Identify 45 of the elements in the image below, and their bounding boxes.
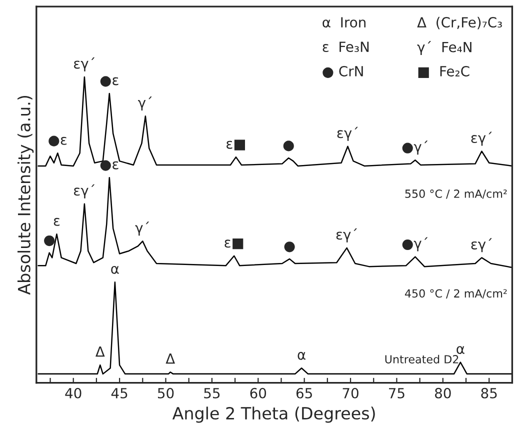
annotation: ●ε (48, 136, 67, 146)
annotation: ε (54, 218, 60, 226)
annotation: ● (44, 235, 55, 246)
x-tick-label: 55 (204, 388, 220, 398)
annotation: εγ´ (74, 57, 95, 72)
annotation: ε■ (226, 140, 246, 150)
annotation: 550 °C / 2 mA/cm² (405, 190, 507, 199)
annotation: εγ´ (74, 184, 95, 198)
x-tick-label: 85 (481, 388, 497, 398)
text: ε Fe₃N (322, 42, 369, 52)
x-tick-label: 50 (158, 388, 174, 398)
annotation: ●γ´ (402, 140, 428, 155)
annotation: 450 °C / 2 mA/cm² (404, 289, 507, 298)
annotation: ●ε (100, 160, 118, 171)
annotation: εγ´ (337, 126, 358, 141)
x-axis-title: Angle 2 Theta (Degrees) (172, 406, 375, 423)
x-tick-label: 65 (296, 388, 312, 398)
annotation: α (111, 266, 119, 274)
text: γ´ Fe₄N (417, 40, 472, 55)
x-tick-label: 45 (111, 388, 128, 398)
x-tick-label: 80 (435, 388, 451, 398)
annotation: Δ (166, 354, 175, 364)
annotation: Untreated D2 (385, 354, 458, 364)
annotation: ●γ´ (402, 237, 428, 252)
annotation: ● (283, 140, 294, 152)
annotation: ε■ (224, 238, 244, 250)
annotation: εγ´ (471, 132, 492, 146)
text: Δ (Cr,Fe)₇C₃ (417, 16, 502, 30)
annotation: ● CrN (322, 66, 363, 78)
annotation: ● (284, 242, 295, 252)
annotation: ●ε (100, 76, 118, 87)
annotation: εγ´ (336, 228, 357, 242)
y-axis-title: Absolute Intensity (a.u.) (17, 96, 34, 295)
annotation: α (456, 346, 464, 354)
annotation: Δ (96, 346, 105, 357)
text: α Iron (322, 17, 366, 28)
annotation: α (298, 352, 306, 360)
annotation: γ´ (135, 222, 150, 236)
annotation: ■ Fe₂C (418, 66, 470, 78)
annotation: γ´ (138, 96, 152, 111)
x-tick-label: 70 (342, 388, 358, 398)
x-tick-label: 40 (65, 388, 82, 398)
x-tick-label: 75 (389, 388, 404, 398)
annotation: εγ´ (471, 238, 492, 252)
x-tick-label: 60 (250, 388, 266, 398)
